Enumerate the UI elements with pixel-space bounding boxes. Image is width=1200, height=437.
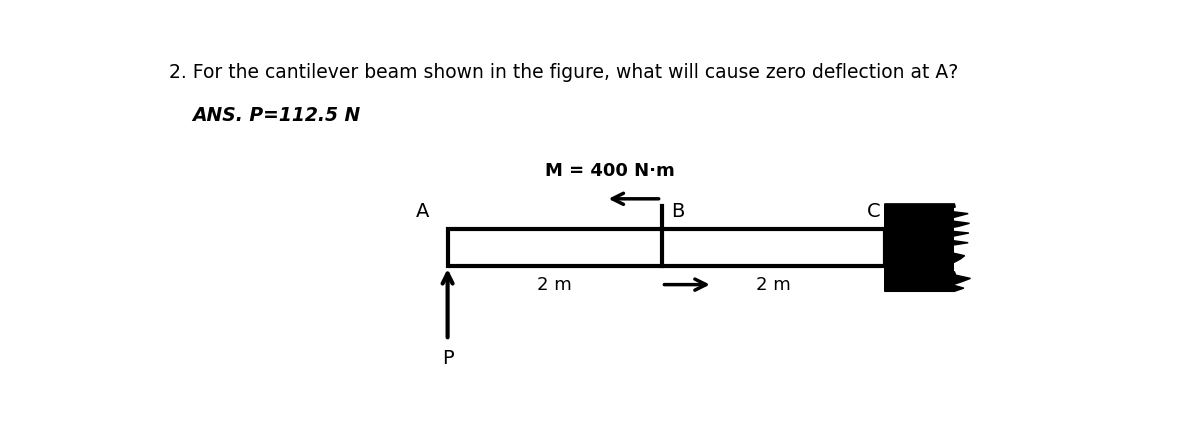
Text: A: A xyxy=(415,202,430,221)
Text: 2 m: 2 m xyxy=(756,276,791,294)
Bar xyxy=(448,229,884,266)
Text: ANS. P=112.5 N: ANS. P=112.5 N xyxy=(192,106,360,125)
Bar xyxy=(884,204,954,291)
Text: P: P xyxy=(442,349,454,368)
Text: 2. For the cantilever beam shown in the figure, what will cause zero deflection : 2. For the cantilever beam shown in the … xyxy=(168,62,958,82)
Text: C: C xyxy=(866,202,880,221)
Polygon shape xyxy=(884,204,971,291)
Text: B: B xyxy=(671,202,684,221)
Text: M = 400 N·m: M = 400 N·m xyxy=(546,162,676,180)
Text: 2 m: 2 m xyxy=(538,276,572,294)
